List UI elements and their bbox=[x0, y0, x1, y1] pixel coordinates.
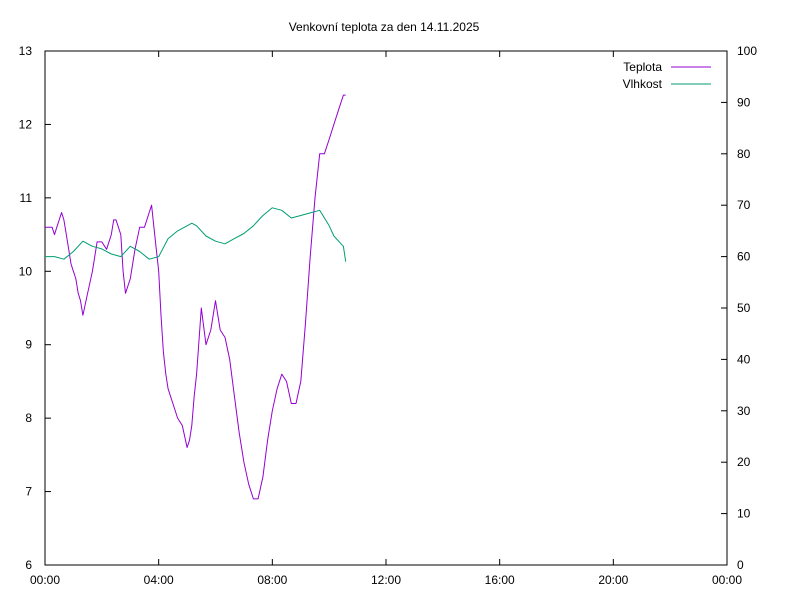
axes: 00:00 04:00 08:00 12:00 16:00 20:00 00:0067891… bbox=[19, 44, 758, 587]
x-tick-label: 20:00 bbox=[598, 573, 628, 587]
x-tick-label: 08:00 bbox=[257, 573, 287, 587]
legend: Teplota Vlhkost bbox=[623, 60, 711, 91]
y-right-tick-label: 70 bbox=[737, 198, 751, 212]
y-left-tick-label: 8 bbox=[25, 411, 32, 425]
y-right-tick-label: 90 bbox=[737, 95, 751, 109]
y-right-tick-label: 50 bbox=[737, 301, 751, 315]
y-right-tick-label: 100 bbox=[737, 44, 757, 58]
y-left-tick-label: 10 bbox=[19, 264, 33, 278]
y-right-tick-label: 40 bbox=[737, 352, 751, 366]
plot-area bbox=[45, 94, 347, 500]
y-right-tick-label: 10 bbox=[737, 507, 751, 521]
plot-frame bbox=[44, 50, 728, 566]
y-left-tick-label: 13 bbox=[19, 44, 33, 58]
x-tick-label: 04:00 bbox=[144, 573, 174, 587]
series-line-teplota bbox=[45, 94, 346, 500]
y-right-tick-label: 20 bbox=[737, 455, 751, 469]
x-tick-label: 00:00 bbox=[30, 573, 60, 587]
y-left-tick-label: 6 bbox=[25, 558, 32, 572]
x-tick-label: 00:00 bbox=[712, 573, 742, 587]
chart-title: Venkovní teplota za den 14.11.2025 bbox=[289, 20, 480, 34]
x-tick-label: 12:00 bbox=[371, 573, 401, 587]
y-right-tick-label: 80 bbox=[737, 147, 751, 161]
y-right-tick-label: 30 bbox=[737, 404, 751, 418]
y-left-tick-label: 9 bbox=[25, 338, 32, 352]
legend-label: Teplota bbox=[623, 60, 662, 74]
y-left-tick-label: 12 bbox=[19, 117, 33, 131]
legend-label: Vlhkost bbox=[623, 77, 663, 91]
y-right-tick-label: 60 bbox=[737, 250, 751, 264]
y-left-tick-label: 7 bbox=[25, 485, 32, 499]
y-right-tick-label: 0 bbox=[737, 558, 744, 572]
y-left-tick-label: 11 bbox=[20, 191, 33, 205]
x-tick-label: 16:00 bbox=[485, 573, 515, 587]
series-line-vlhkost bbox=[45, 207, 347, 262]
